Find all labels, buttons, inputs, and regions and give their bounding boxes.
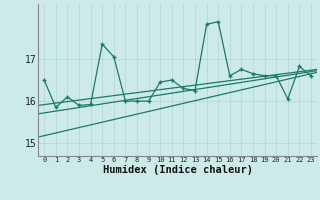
X-axis label: Humidex (Indice chaleur): Humidex (Indice chaleur) xyxy=(103,165,252,175)
